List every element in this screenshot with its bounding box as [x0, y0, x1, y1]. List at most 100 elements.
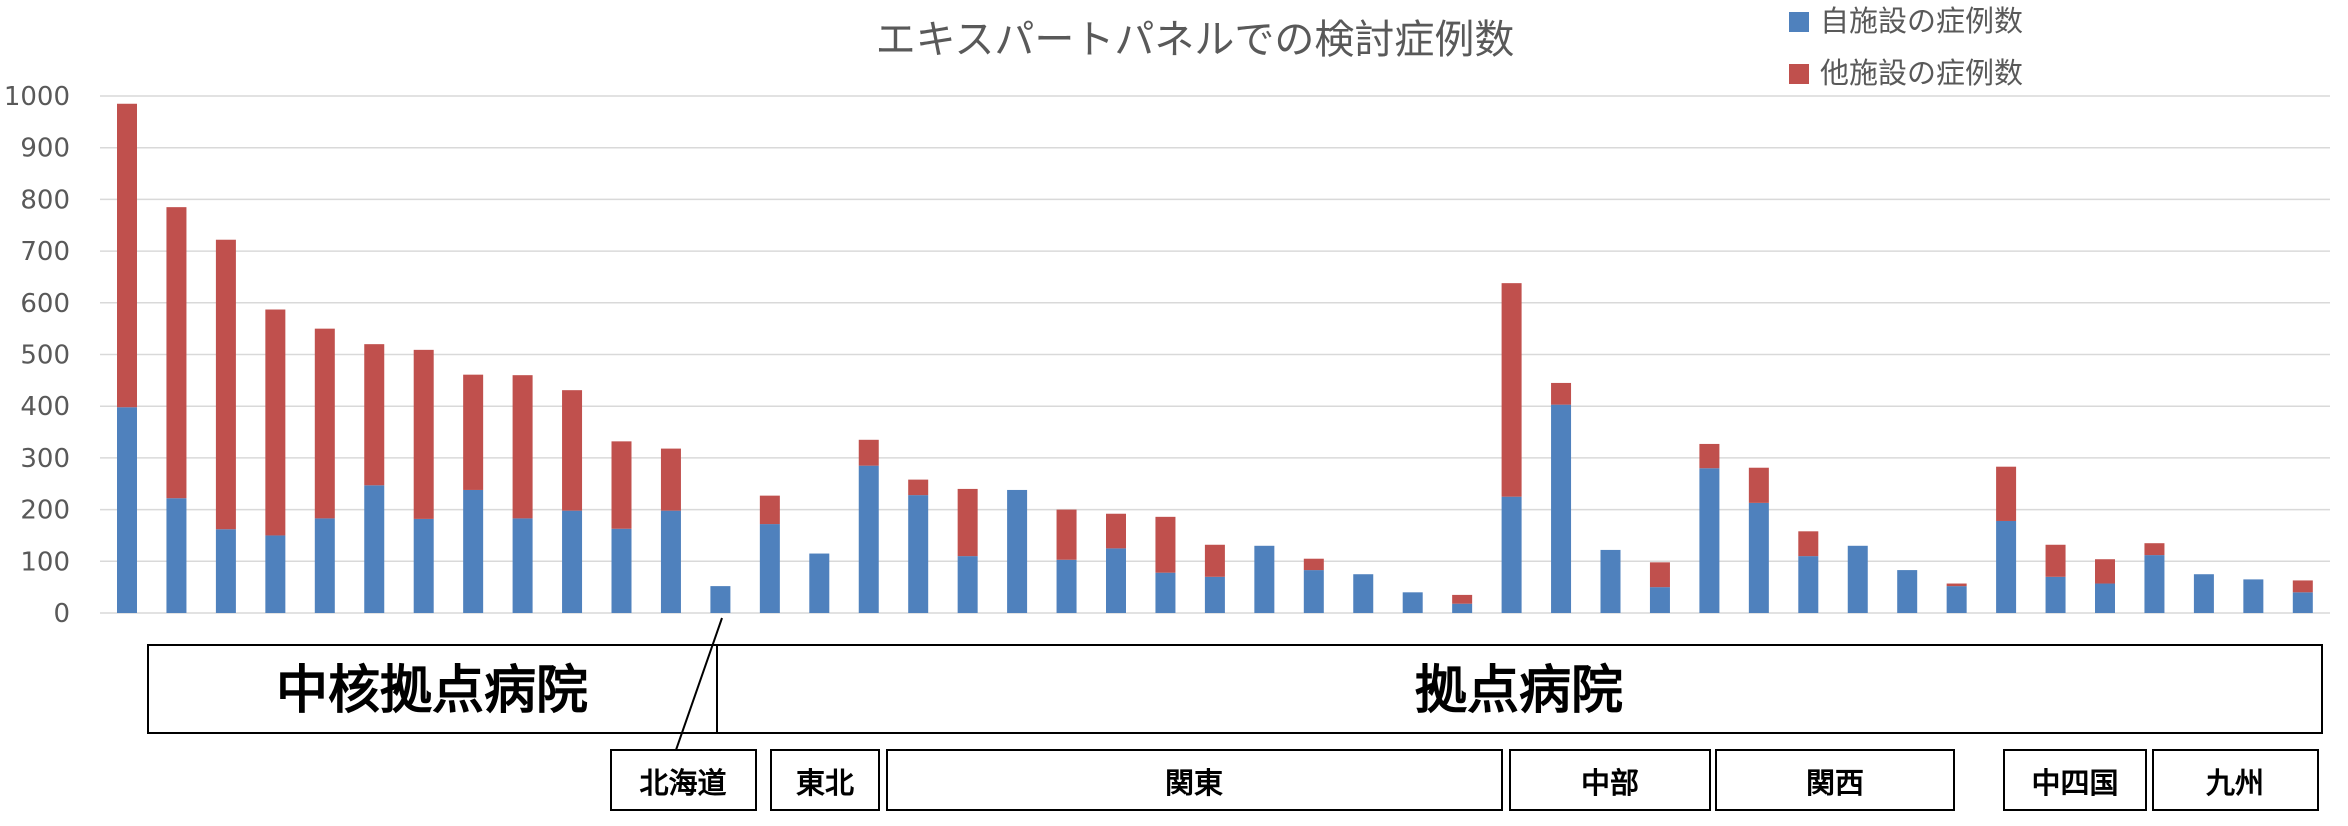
bar-own-24: [1254, 545, 1275, 613]
y-tick-label: 0: [53, 599, 70, 629]
y-tick-label: 400: [20, 392, 70, 422]
bar-own-21: [1106, 548, 1126, 613]
bar-other-34: [1748, 467, 1769, 503]
bar-own-19: [1007, 489, 1028, 613]
region-label-tohoku: 東北: [796, 766, 854, 800]
bar-other-33: [1699, 443, 1720, 469]
bar-own-14: [759, 524, 780, 613]
y-tick-label: 500: [20, 341, 70, 371]
hokkaido-leader-line: [675, 617, 723, 751]
bar-other-5: [314, 328, 335, 519]
group-label-base: 拠点病院: [1415, 661, 1623, 721]
bar-own-17: [908, 495, 929, 613]
bar-own-34: [1748, 502, 1769, 613]
legend-swatch-own: [1789, 12, 1809, 32]
bar-other-29: [1501, 283, 1522, 497]
region-label-kansai: 関西: [1806, 766, 1864, 800]
bar-other-11: [611, 441, 632, 529]
region-label-kanto: 関東: [1165, 766, 1223, 800]
region-box-hokkaido: [610, 749, 757, 811]
group-label-core: 中核拠点病院: [276, 661, 588, 721]
bar-other-38: [1946, 583, 1967, 587]
region-labels: 北海道 東北 関東 中部 関西 中四国 九州: [610, 617, 2319, 811]
y-tick-label: 700: [20, 237, 70, 267]
bar-own-30: [1551, 404, 1572, 613]
bar-own-41: [2095, 583, 2115, 613]
bar-own-26: [1353, 574, 1374, 613]
bar-own-13: [710, 586, 731, 613]
bar-own-15: [809, 553, 830, 613]
bar-own-27: [1402, 592, 1423, 613]
region-box-kyushu: [2152, 749, 2319, 811]
bar-other-6: [364, 344, 385, 486]
bar-other-39: [1996, 466, 2017, 521]
legend-label-own: 自施設の症例数: [1820, 4, 2023, 38]
chart-title: エキスパートパネルでの検討症例数: [876, 17, 1515, 63]
bar-own-29: [1501, 496, 1522, 613]
y-axis: 0 100 200 300 400 500 600 700 800 900 1000: [4, 82, 70, 629]
bar-other-18: [957, 488, 978, 557]
y-tick-label: 300: [20, 444, 70, 474]
bar-own-32: [1649, 587, 1670, 613]
bar-other-32: [1649, 562, 1670, 588]
bar-own-5: [314, 518, 335, 613]
bar-other-41: [2095, 559, 2115, 584]
bar-own-6: [364, 485, 385, 613]
bar-own-25: [1303, 570, 1324, 613]
bar-other-7: [413, 349, 434, 519]
bar-own-35: [1798, 556, 1819, 613]
bar-own-44: [2243, 579, 2264, 613]
region-box-chubu: [1509, 749, 1711, 811]
region-label-chushikoku: 中四国: [2031, 766, 2118, 800]
bar-own-38: [1946, 586, 1967, 613]
bar-other-21: [1106, 513, 1126, 549]
bar-other-2: [166, 207, 187, 499]
bar-other-8: [463, 374, 484, 490]
bar-own-8: [463, 489, 484, 613]
bar-own-9: [512, 518, 533, 613]
bar-other-20: [1056, 509, 1077, 560]
bars: [117, 103, 2313, 613]
region-box-kanto: [886, 749, 1503, 811]
bar-own-20: [1056, 559, 1077, 613]
bar-own-40: [2045, 576, 2066, 613]
bar-other-17: [908, 479, 929, 496]
bar-other-23: [1204, 544, 1225, 577]
bar-own-42: [2144, 555, 2165, 613]
bar-other-30: [1551, 382, 1572, 405]
y-tick-label: 600: [20, 289, 70, 319]
bar-own-11: [611, 528, 632, 613]
region-label-kyushu: 九州: [2206, 766, 2264, 800]
region-label-hokkaido: 北海道: [639, 766, 726, 800]
bar-other-12: [660, 448, 681, 511]
bar-other-9: [512, 375, 533, 519]
bar-other-25: [1303, 558, 1324, 571]
bar-own-36: [1847, 545, 1868, 613]
y-tick-label: 100: [20, 547, 70, 577]
legend-swatch-other: [1789, 64, 1809, 84]
bar-other-35: [1798, 531, 1819, 557]
bar-other-14: [759, 495, 780, 525]
legend-label-other: 他施設の症例数: [1820, 56, 2023, 90]
hospital-type-groups: 中核拠点病院 拠点病院: [147, 644, 2323, 734]
y-tick-label: 900: [20, 134, 70, 164]
bar-own-22: [1155, 572, 1176, 613]
bar-own-1: [117, 407, 137, 613]
region-box-tohoku: [770, 749, 880, 811]
bar-other-4: [265, 309, 286, 536]
bar-other-22: [1155, 516, 1176, 573]
bar-own-33: [1699, 468, 1720, 613]
bar-own-12: [660, 510, 681, 613]
bar-own-45: [2292, 592, 2313, 613]
y-tick-label: 800: [20, 185, 70, 215]
group-box-base: [716, 644, 2323, 734]
bar-own-2: [166, 498, 187, 613]
y-tick-label: 1000: [4, 82, 70, 112]
bar-own-43: [2193, 574, 2214, 613]
bar-own-7: [413, 518, 434, 613]
bar-own-28: [1452, 603, 1473, 613]
y-tick-label: 200: [20, 496, 70, 526]
bar-own-16: [858, 465, 879, 613]
bar-other-3: [215, 239, 236, 530]
